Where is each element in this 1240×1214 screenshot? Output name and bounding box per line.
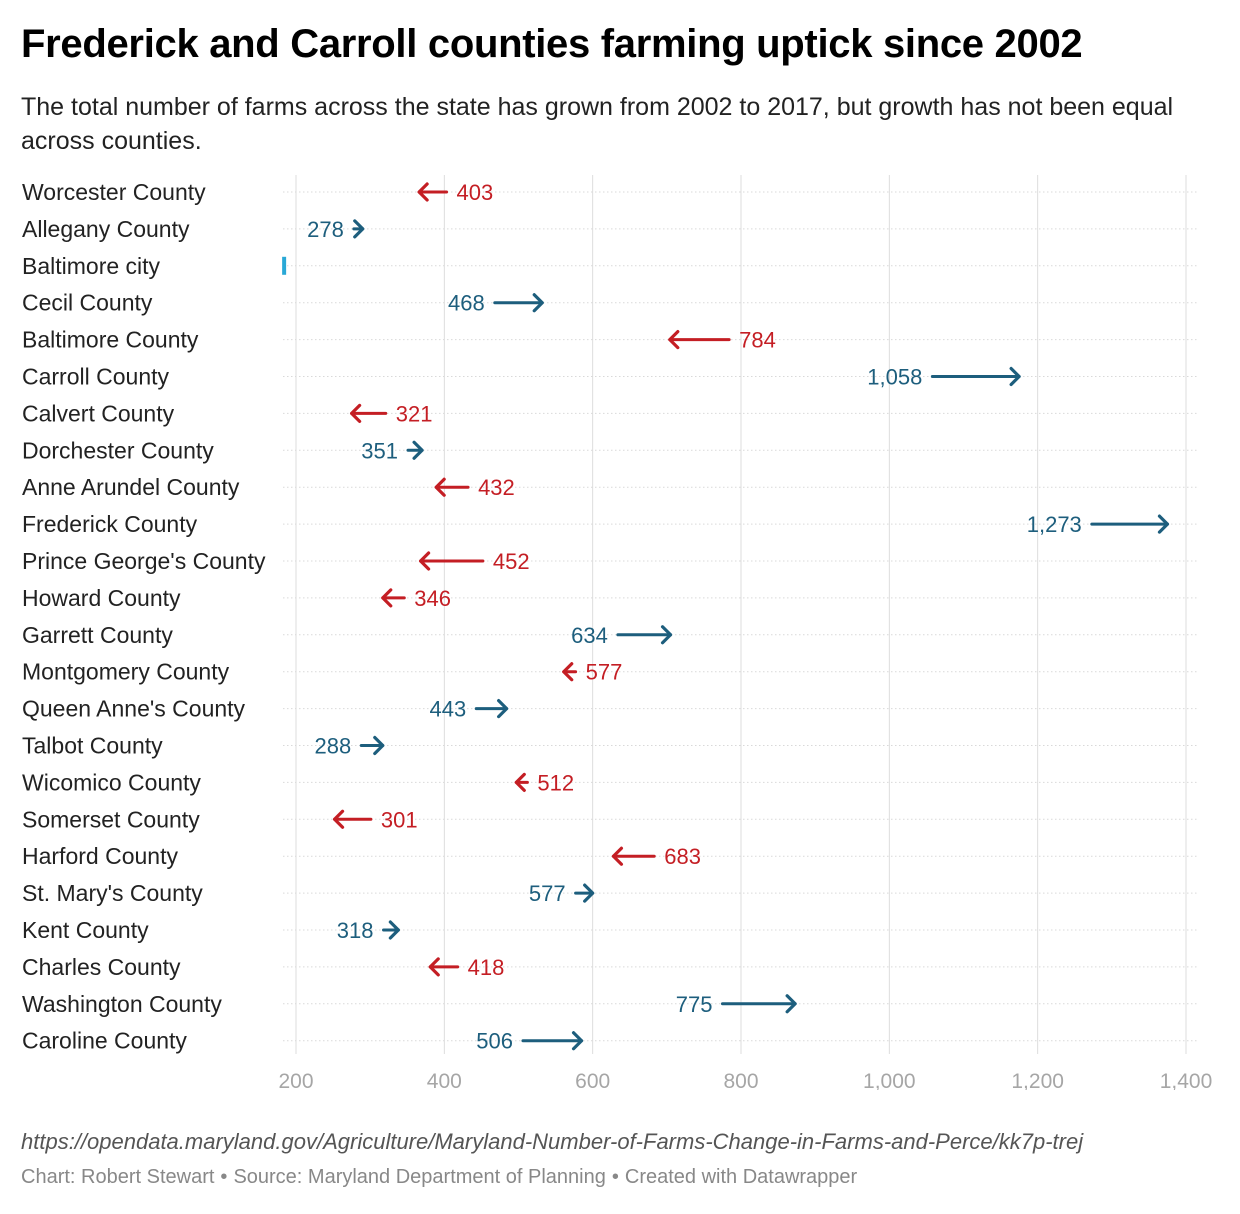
arrow-head xyxy=(381,588,393,608)
footer-separator: • xyxy=(220,1166,228,1188)
county-label: Charles County xyxy=(22,954,181,980)
value-label: 351 xyxy=(361,438,398,463)
value-label: 443 xyxy=(430,697,467,722)
value-label: 346 xyxy=(414,586,451,611)
value-label: 288 xyxy=(315,734,352,759)
value-label: 577 xyxy=(586,660,623,685)
county-label: Anne Arundel County xyxy=(22,474,240,500)
x-tick-label: 400 xyxy=(427,1070,462,1090)
arrow-head xyxy=(532,293,544,313)
source-url-note: https://opendata.maryland.gov/Agricultur… xyxy=(21,1129,1084,1154)
x-tick-label: 200 xyxy=(278,1070,313,1090)
county-label: Dorchester County xyxy=(22,437,214,463)
value-label: 418 xyxy=(468,955,505,980)
county-label: Prince George's County xyxy=(22,548,266,574)
chart-title: Frederick and Carroll counties farming u… xyxy=(21,22,1083,66)
county-label: Wicomico County xyxy=(22,769,201,795)
value-label: 318 xyxy=(337,918,374,943)
arrow-head xyxy=(497,698,509,719)
county-label: Baltimore city xyxy=(22,253,161,279)
value-label: 301 xyxy=(381,807,418,832)
created-with: Created with Datawrapper xyxy=(624,1166,858,1188)
arrow-head xyxy=(1157,514,1170,534)
arrow-head xyxy=(350,403,362,423)
arrow-head xyxy=(562,662,574,682)
data-source: Source: Maryland Department of Planning xyxy=(233,1166,606,1188)
county-label: Washington County xyxy=(22,991,222,1017)
county-label: Somerset County xyxy=(22,806,200,832)
value-label: 468 xyxy=(448,291,485,316)
arrow-head xyxy=(332,809,345,829)
arrow-head xyxy=(1009,366,1021,387)
county-label: Allegany County xyxy=(22,216,190,242)
footer-separator: • xyxy=(611,1166,619,1188)
arrow-head xyxy=(353,219,365,239)
value-label: 634 xyxy=(571,623,608,648)
arrow-head xyxy=(668,330,680,350)
arrow-head xyxy=(412,440,424,460)
value-label: 512 xyxy=(537,770,574,795)
county-label: Kent County xyxy=(22,917,149,943)
value-label: 775 xyxy=(676,992,713,1017)
value-label: 506 xyxy=(476,1029,513,1054)
x-tick-label: 1,400 xyxy=(1160,1070,1213,1090)
x-tick-label: 1,000 xyxy=(863,1070,916,1090)
arrow-head xyxy=(434,477,446,497)
county-label: Harford County xyxy=(22,843,178,869)
arrow-head xyxy=(514,772,526,793)
county-label: Talbot County xyxy=(22,733,163,759)
county-label: Worcester County xyxy=(22,179,206,205)
value-label: 1,058 xyxy=(867,365,922,390)
arrow-head xyxy=(571,1031,584,1051)
value-label: 784 xyxy=(739,328,776,353)
county-label: Cecil County xyxy=(22,290,153,316)
value-label: 321 xyxy=(396,401,433,426)
value-label: 683 xyxy=(664,844,701,869)
arrow-head xyxy=(373,735,385,756)
arrow-head xyxy=(785,994,797,1014)
county-label: Frederick County xyxy=(22,511,198,537)
arrow-head xyxy=(660,625,673,645)
county-label: Caroline County xyxy=(22,1028,187,1054)
arrow-head xyxy=(388,920,400,940)
value-label: 1,273 xyxy=(1027,512,1082,537)
x-tick-label: 1,200 xyxy=(1011,1070,1064,1090)
footer: Chart: Robert Stewart • Source: Maryland D… xyxy=(21,1166,857,1189)
x-tick-label: 600 xyxy=(575,1070,610,1090)
chart-credit: Chart: Robert Stewart xyxy=(21,1166,215,1188)
county-label: Montgomery County xyxy=(22,659,230,685)
arrow-chart: 200 400 600 800 1,000 1,200 1,400 Worcester Cou… xyxy=(22,175,1213,1090)
county-label: St. Mary's County xyxy=(22,880,203,906)
county-label: Carroll County xyxy=(22,364,169,390)
arrow-head xyxy=(428,957,440,977)
arrow-head xyxy=(611,846,624,866)
arrow-head xyxy=(583,883,595,903)
county-label: Queen Anne's County xyxy=(22,696,246,722)
arrow-head xyxy=(419,551,431,571)
chart-subtitle: The total number of farms across the sta… xyxy=(21,93,1174,155)
county-label: Baltimore County xyxy=(22,327,199,353)
value-label: 432 xyxy=(478,475,515,500)
arrow-head xyxy=(417,182,429,202)
county-label: Garrett County xyxy=(22,622,173,648)
x-tick-label: 800 xyxy=(723,1070,758,1090)
county-label: Howard County xyxy=(22,585,181,611)
value-label: 452 xyxy=(493,549,530,574)
value-label: 278 xyxy=(307,217,344,242)
value-label: 577 xyxy=(529,881,566,906)
value-label: 403 xyxy=(457,180,494,205)
county-label: Calvert County xyxy=(22,400,175,426)
